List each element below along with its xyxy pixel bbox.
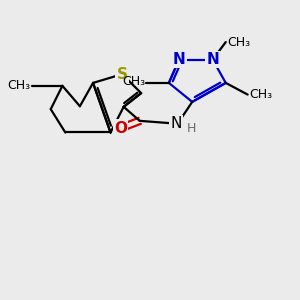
Text: CH₃: CH₃: [249, 88, 272, 101]
Text: O: O: [114, 121, 127, 136]
Text: N: N: [206, 52, 219, 67]
Text: S: S: [117, 67, 128, 82]
Text: CH₃: CH₃: [122, 75, 146, 88]
Text: N: N: [173, 52, 185, 67]
Text: CH₃: CH₃: [7, 79, 30, 92]
Text: N: N: [170, 116, 182, 131]
Text: CH₃: CH₃: [227, 36, 250, 49]
Text: H: H: [187, 122, 196, 136]
